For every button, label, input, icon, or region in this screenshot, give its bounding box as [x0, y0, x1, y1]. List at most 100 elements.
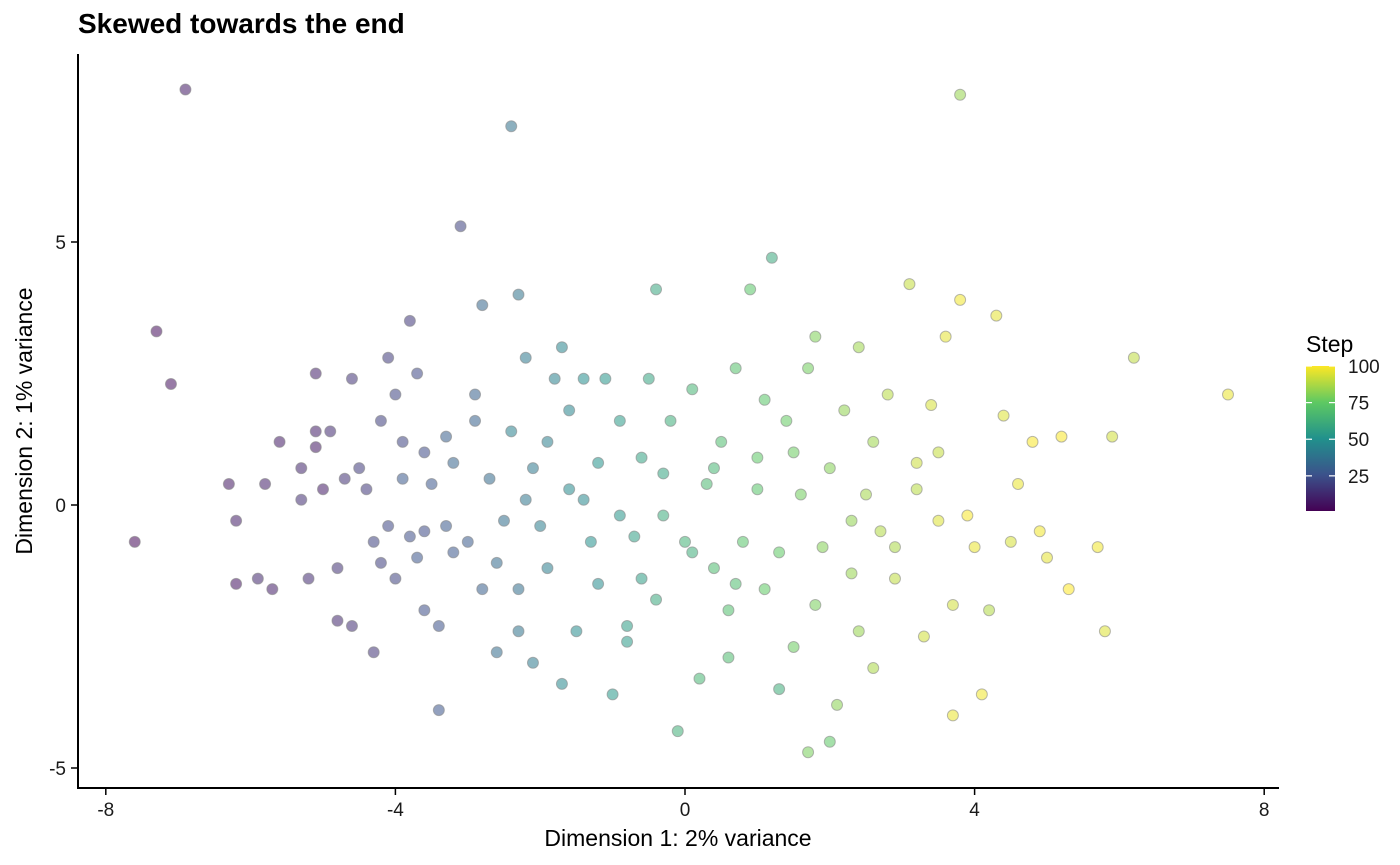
scatter-point: [881, 388, 894, 401]
scatter-point: [563, 404, 576, 417]
scatter-point: [367, 535, 380, 548]
scatter-point: [990, 309, 1003, 322]
scatter-point: [353, 462, 366, 475]
scatter-point: [657, 467, 670, 480]
scatter-point: [519, 351, 532, 364]
scatter-point: [888, 572, 901, 585]
legend-ticks: 25 50 75 100: [1306, 357, 1380, 488]
scatter-point: [295, 462, 308, 475]
scatter-point: [816, 541, 829, 554]
scatter-point: [780, 414, 793, 427]
scatter-point: [555, 341, 568, 354]
scatter-point: [946, 598, 959, 611]
scatter-point: [259, 477, 272, 490]
scatter-point: [932, 514, 945, 527]
scatter-point: [628, 530, 641, 543]
scatter-point: [657, 509, 670, 522]
scatter-point: [432, 619, 445, 632]
scatter-point: [1012, 477, 1025, 490]
scatter-point: [418, 525, 431, 538]
scatter-point: [1127, 351, 1140, 364]
scatter-point: [975, 688, 988, 701]
scatter-point: [512, 625, 525, 638]
scatter-point: [925, 399, 938, 412]
scatter-point: [860, 488, 872, 501]
scatter-point: [396, 435, 409, 448]
scatter-point: [693, 672, 706, 685]
scatter-point: [418, 446, 431, 459]
x-axis-label: Dimension 1: 2% variance: [544, 825, 811, 851]
scatter-point: [809, 598, 822, 611]
scatter-point: [179, 83, 192, 96]
scatter-point: [968, 541, 981, 554]
scatter-point: [389, 572, 402, 585]
scatter-point: [324, 425, 337, 438]
scatter-point: [577, 493, 590, 506]
points-layer: [128, 83, 1234, 759]
scatter-point: [599, 372, 612, 385]
scatter-point: [961, 509, 974, 522]
scatter-point: [635, 572, 648, 585]
scatter-point: [823, 462, 836, 475]
scatter-point: [360, 483, 373, 496]
y-axis-label: Dimension 2: 1% variance: [11, 287, 37, 554]
scatter-point: [1098, 625, 1111, 638]
scatter-point: [954, 88, 967, 101]
scatter-point: [273, 435, 286, 448]
scatter-point: [309, 425, 322, 438]
scatter-point: [592, 577, 605, 590]
legend-tick-label: 100: [1348, 357, 1380, 378]
scatter-point: [345, 619, 358, 632]
scatter-point: [570, 625, 583, 638]
scatter-point: [823, 735, 836, 748]
scatter-point: [382, 351, 395, 364]
scatter-point: [664, 414, 677, 427]
scatter-point: [679, 535, 691, 548]
scatter-point: [765, 251, 778, 264]
scatter-point: [374, 556, 387, 569]
scatter-point: [946, 709, 959, 722]
scatter-point: [505, 120, 518, 133]
scatter-point: [396, 472, 409, 485]
scatter-point: [512, 288, 525, 301]
scatter-point: [845, 514, 858, 527]
scatter-point: [932, 446, 945, 459]
scatter-point: [874, 525, 887, 538]
scatter-point: [411, 551, 424, 564]
scatter-point: [700, 477, 713, 490]
scatter-point: [744, 283, 757, 296]
scatter-point: [751, 451, 764, 464]
scatter-point: [447, 546, 460, 559]
scatter-point: [164, 378, 177, 391]
scatter-point: [831, 698, 844, 711]
scatter-point: [1026, 435, 1039, 448]
scatter-point: [613, 509, 626, 522]
scatter-point: [498, 514, 510, 527]
scatter-point: [469, 414, 482, 427]
scatter-point: [331, 562, 344, 575]
scatter-point: [555, 677, 568, 690]
scatter-point: [505, 425, 518, 438]
legend: Step 25 50 75 100: [1306, 331, 1380, 511]
scatter-point: [888, 541, 901, 554]
scatter-point: [736, 535, 749, 548]
scatter-point: [374, 414, 387, 427]
scatter-point: [534, 520, 547, 533]
scatter-point: [367, 646, 380, 659]
scatter-point: [1091, 541, 1104, 554]
scatter-point: [577, 372, 590, 385]
scatter-point: [903, 278, 916, 291]
scatter-point: [490, 556, 503, 569]
scatter-point: [418, 604, 431, 617]
scatter-point: [309, 367, 322, 380]
scatter-point: [541, 562, 554, 575]
scatter-point: [635, 451, 648, 464]
scatter-point: [1062, 583, 1075, 596]
scatter-point: [910, 456, 923, 469]
legend-tick-label: 50: [1348, 430, 1369, 451]
scatter-point: [331, 614, 344, 627]
scatter-point: [432, 704, 445, 717]
scatter-point: [642, 372, 655, 385]
scatter-point: [1041, 551, 1053, 564]
